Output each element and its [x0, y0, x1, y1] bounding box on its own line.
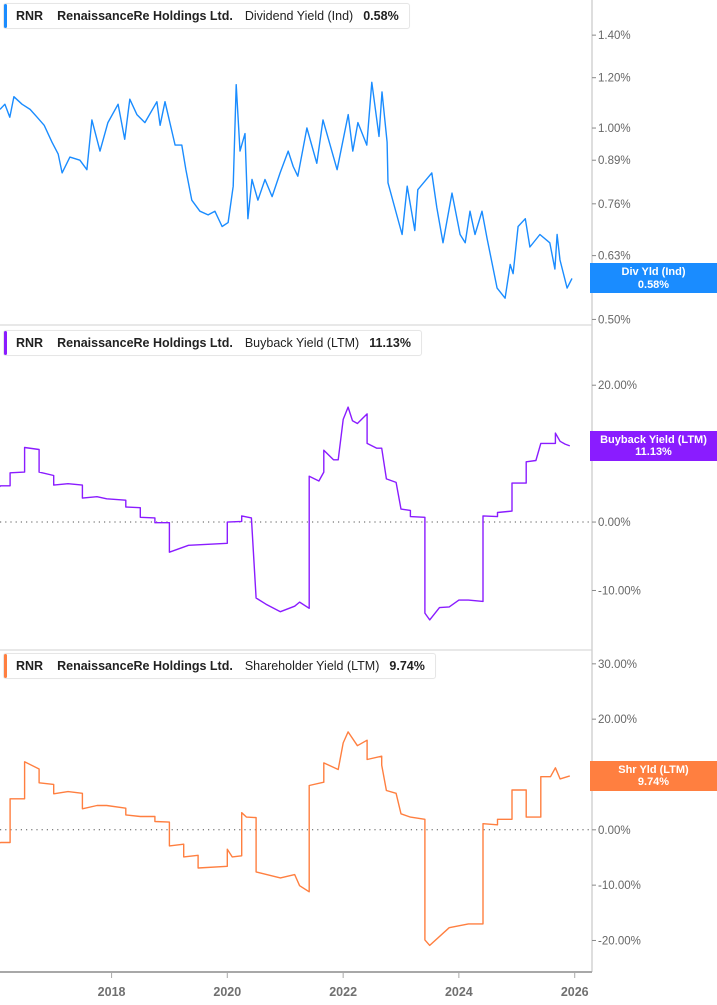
y-tick-label: 0.89%: [598, 155, 631, 167]
x-tick-label: 2018: [98, 985, 126, 999]
legend-ticker: RNR: [16, 659, 44, 673]
value-flag-dividend-yield: Div Yld (Ind) 0.58%: [590, 263, 717, 294]
flag-label: Buyback Yield (LTM): [600, 433, 707, 446]
y-tick-label: 1.20%: [598, 73, 631, 85]
x-tick-label: 2026: [561, 985, 589, 999]
y-tick-label: 20.00%: [598, 714, 637, 726]
series-line-1: [0, 406, 571, 621]
y-tick-label: -20.00%: [598, 935, 641, 947]
flag-label: Shr Yld (LTM): [618, 763, 689, 776]
y-tick-label: 1.00%: [598, 123, 631, 135]
series-line-0: [0, 81, 573, 299]
x-tick-label: 2022: [329, 985, 357, 999]
legend-ticker: RNR: [16, 336, 44, 350]
y-tick-label: 20.00%: [598, 380, 637, 392]
legend-shareholder-yield: RNR RenaissanceRe Holdings Ltd. Sharehol…: [3, 653, 436, 679]
flag-label: Div Yld (Ind): [621, 266, 686, 279]
legend-dividend-yield: RNR RenaissanceRe Holdings Ltd. Dividend…: [3, 3, 410, 29]
x-tick-label: 2024: [445, 985, 473, 999]
legend-buyback-yield: RNR RenaissanceRe Holdings Ltd. Buyback …: [3, 330, 422, 356]
series-color-bar: [4, 654, 7, 678]
series-line-2: [0, 731, 571, 947]
legend-value: 9.74%: [389, 659, 425, 673]
legend-metric: Shareholder Yield (LTM): [244, 659, 380, 673]
series-color-bar: [4, 331, 7, 355]
x-tick-label: 2020: [213, 985, 241, 999]
y-tick-label: 30.00%: [598, 659, 637, 671]
y-tick-label: 0.63%: [598, 251, 631, 263]
legend-value: 0.58%: [363, 9, 399, 23]
y-tick-label: 1.40%: [598, 30, 631, 42]
y-tick-label: -10.00%: [598, 585, 641, 597]
value-flag-buyback-yield: Buyback Yield (LTM) 11.13%: [590, 430, 717, 461]
flag-value: 9.74%: [637, 776, 670, 789]
legend-company: RenaissanceRe Holdings Ltd.: [57, 9, 233, 23]
legend-company: RenaissanceRe Holdings Ltd.: [57, 659, 233, 673]
legend-company: RenaissanceRe Holdings Ltd.: [57, 336, 233, 350]
flag-value: 0.58%: [637, 278, 670, 291]
value-flag-shareholder-yield: Shr Yld (LTM) 9.74%: [590, 760, 717, 791]
legend-ticker: RNR: [16, 9, 44, 23]
legend-metric: Dividend Yield (Ind): [244, 9, 354, 23]
legend-metric: Buyback Yield (LTM): [244, 336, 360, 350]
y-tick-label: 0.00%: [598, 825, 631, 837]
legend-value: 11.13%: [369, 336, 411, 350]
series-color-bar: [4, 4, 7, 28]
y-tick-label: 0.50%: [598, 314, 631, 326]
flag-value: 11.13%: [635, 446, 672, 459]
y-tick-label: 0.00%: [598, 517, 631, 529]
y-tick-label: 0.76%: [598, 199, 631, 211]
y-tick-label: -10.00%: [598, 880, 641, 892]
